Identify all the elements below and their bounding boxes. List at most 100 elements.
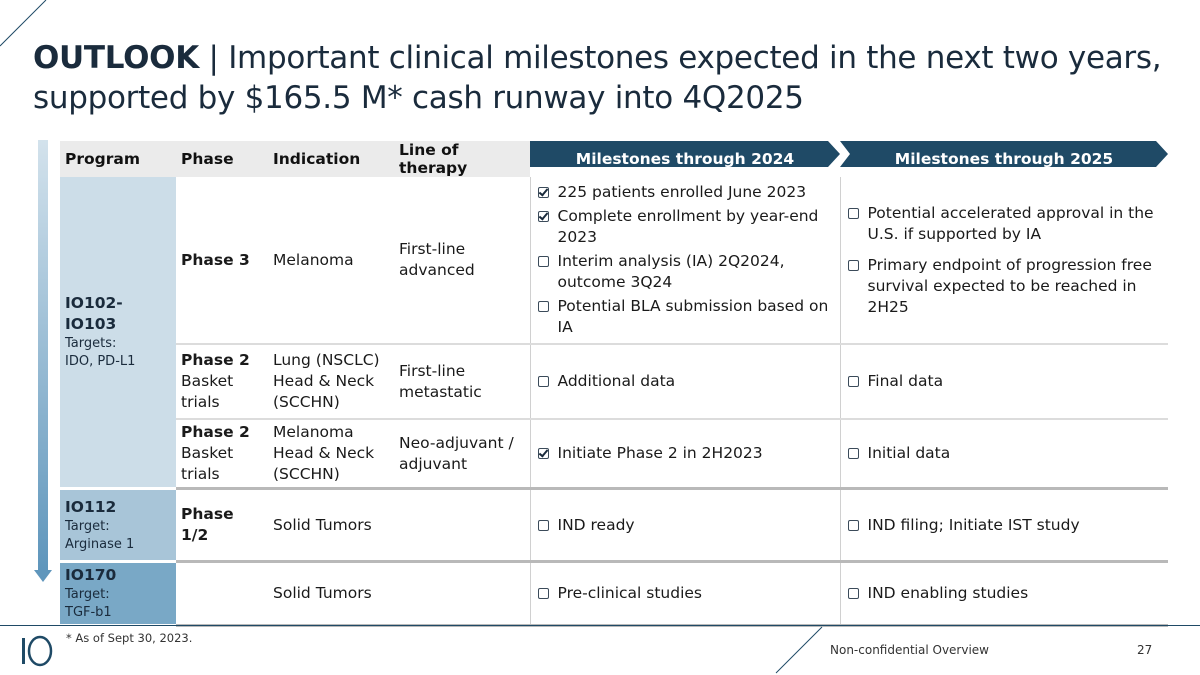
milestone-item: Potential accelerated approval in the U.… — [846, 203, 1164, 245]
milestone-item: Interim analysis (IA) 2Q2024, outcome 3Q… — [536, 251, 835, 293]
program-targets-label: Target: — [65, 587, 110, 602]
checkbox-empty-icon — [847, 376, 859, 387]
checkbox-checked-icon — [537, 448, 549, 459]
milestone-item: IND filing; Initiate IST study — [846, 515, 1164, 536]
header-indication: Indication — [268, 141, 394, 177]
footer-divider — [0, 625, 1200, 674]
program-cell-io170: IO170 Target: TGF-b1 — [60, 561, 176, 627]
program-targets-label: Targets: — [65, 336, 117, 351]
timeline-arrow — [34, 140, 52, 582]
milestone-item: 225 patients enrolled June 2023 — [536, 182, 835, 203]
program-cell-io112: IO112 Target: Arginase 1 — [60, 488, 176, 563]
milestones-2024-cell: 225 patients enrolled June 2023 Complete… — [529, 177, 841, 345]
line-of-therapy-cell: First-line metastatic — [394, 344, 530, 420]
checkbox-empty-icon — [847, 207, 859, 219]
milestone-text: IND enabling studies — [867, 584, 1029, 602]
milestones-2025-cell: IND enabling studies — [840, 561, 1168, 627]
indication-cell: Melanoma — [268, 177, 394, 345]
checkbox-empty-icon — [537, 519, 549, 531]
program-name: IO170 — [65, 566, 117, 584]
program-targets: TGF-b1 — [65, 605, 112, 620]
page-title: OUTLOOK | Important clinical milestones … — [33, 38, 1173, 118]
milestones-2025-cell: Potential accelerated approval in the U.… — [840, 177, 1168, 345]
line-of-therapy-cell: First-line advanced — [394, 177, 530, 345]
phase-label: Phase 2 — [181, 351, 250, 369]
program-name: IO112 — [65, 497, 117, 516]
title-rest: Important clinical milestones expected i… — [33, 40, 1162, 116]
checkbox-empty-icon — [537, 376, 549, 387]
milestone-item: Final data — [846, 371, 1164, 392]
title-separator: | — [198, 40, 229, 76]
header-milestones-2025-label: Milestones through 2025 — [894, 150, 1114, 168]
line-of-therapy-cell — [394, 488, 530, 563]
program-targets-label: Target: — [65, 518, 110, 534]
line-of-therapy-cell — [394, 561, 530, 627]
header-milestones-2024: Milestones through 2024 — [530, 141, 840, 177]
phase-cell: Phase 2 Basket trials — [176, 344, 268, 420]
indication-cell: Lung (NSCLC) Head & Neck (SCCHN) — [268, 344, 394, 420]
checkbox-empty-icon — [847, 588, 859, 599]
milestone-item: Initiate Phase 2 in 2H2023 — [536, 443, 835, 464]
header-program: Program — [60, 141, 176, 177]
milestones-2024-cell: Initiate Phase 2 in 2H2023 — [529, 419, 841, 490]
footer-label: Non-confidential Overview — [830, 643, 989, 657]
milestone-text: 225 patients enrolled June 2023 — [557, 183, 807, 201]
checkbox-empty-icon — [537, 301, 549, 312]
milestone-item: Potential BLA submission based on IA — [536, 296, 835, 338]
milestones-2024-cell: Pre-clinical studies — [529, 561, 841, 627]
milestones-2024-cell: Additional data — [529, 344, 841, 420]
header-line-of-therapy: Line of therapy — [394, 141, 530, 177]
milestones-table: Program Phase Indication Line of therapy… — [60, 141, 1168, 627]
milestone-item: Initial data — [846, 443, 1164, 464]
table-row: Phase 2 Basket trials Lung (NSCLC) Head &… — [60, 344, 1168, 420]
milestone-item: IND enabling studies — [846, 583, 1164, 604]
milestone-item: IND ready — [536, 515, 835, 536]
phase-sub-label: Basket trials — [181, 444, 234, 483]
corner-decoration — [0, 0, 47, 47]
program-cell-io102-io103: IO102-IO103 Targets: IDO, PD-L1 — [60, 177, 176, 490]
indication-cell: Solid Tumors — [268, 561, 394, 627]
table-header-row: Program Phase Indication Line of therapy… — [60, 141, 1168, 177]
checkbox-empty-icon — [847, 259, 859, 271]
phase-cell: Phase 2 Basket trials — [176, 419, 268, 490]
phase-label: Phase 2 — [181, 423, 250, 441]
milestone-item: Additional data — [536, 371, 835, 392]
milestone-item: Complete enrollment by year-end 2023 — [536, 206, 835, 248]
milestone-text: Pre-clinical studies — [557, 584, 703, 602]
milestone-text: IND filing; Initiate IST study — [867, 515, 1080, 534]
milestone-item: Primary endpoint of progression free sur… — [846, 255, 1164, 318]
milestones-2025-cell: Initial data — [840, 419, 1168, 490]
title-bold: OUTLOOK — [33, 40, 199, 76]
checkbox-checked-icon — [537, 211, 549, 222]
checkbox-empty-icon — [847, 448, 859, 459]
milestone-text: Potential BLA submission based on IA — [557, 297, 829, 336]
company-logo — [22, 635, 53, 667]
footnote: * As of Sept 30, 2023. — [66, 631, 193, 645]
milestone-text: Complete enrollment by year-end 2023 — [557, 207, 819, 246]
line-of-therapy-cell: Neo-adjuvant / adjuvant — [394, 419, 530, 490]
milestone-text: Final data — [867, 372, 944, 390]
header-milestones-2025: Milestones through 2025 — [840, 141, 1168, 177]
header-milestones-2024-label: Milestones through 2024 — [575, 150, 795, 168]
program-name: IO102-IO103 — [65, 294, 123, 333]
milestones-2024-cell: IND ready — [529, 488, 841, 563]
checkbox-empty-icon — [847, 519, 859, 531]
table-row: Phase 2 Basket trials Melanoma Head & Nec… — [60, 419, 1168, 490]
checkbox-checked-icon — [537, 187, 549, 198]
table-row: IO170 Target: TGF-b1 Solid Tumors Pre-cl… — [60, 561, 1168, 627]
milestone-text: Initial data — [867, 444, 951, 462]
checkbox-empty-icon — [537, 256, 549, 267]
indication-cell: Solid Tumors — [268, 488, 394, 563]
milestone-text: Potential accelerated approval in the U.… — [867, 203, 1154, 243]
milestone-text: Additional data — [557, 372, 676, 390]
milestone-text: Primary endpoint of progression free sur… — [867, 255, 1152, 316]
table-row: IO112 Target: Arginase 1 Phase 1/2 Solid… — [60, 488, 1168, 563]
table-row: IO102-IO103 Targets: IDO, PD-L1 Phase 3 … — [60, 177, 1168, 490]
program-targets: IDO, PD-L1 — [65, 354, 136, 369]
program-targets: Arginase 1 — [65, 536, 135, 552]
page-number: 27 — [1137, 643, 1153, 657]
milestone-text: Initiate Phase 2 in 2H2023 — [557, 444, 763, 462]
phase-sub-label: Basket trials — [181, 372, 234, 411]
phase-cell: Phase 3 — [176, 177, 268, 345]
checkbox-empty-icon — [537, 588, 549, 599]
